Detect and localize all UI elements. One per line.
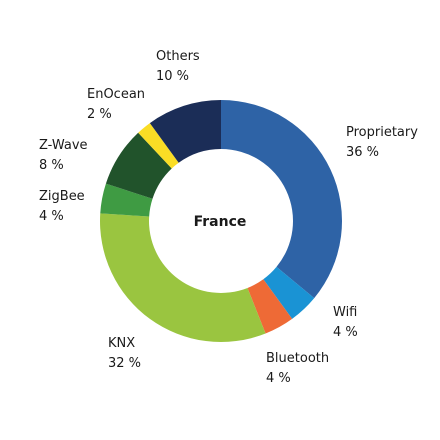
slice-value-enocean: 2 % bbox=[87, 107, 112, 122]
slice-value-wifi: 4 % bbox=[333, 325, 358, 340]
slice-label-others: Others bbox=[156, 49, 200, 64]
slice-label-zigbee: ZigBee bbox=[39, 189, 85, 204]
slices-group bbox=[100, 100, 342, 342]
slice-zigbee bbox=[100, 183, 153, 217]
slice-proprietary bbox=[221, 100, 342, 299]
slice-value-proprietary: 36 % bbox=[346, 145, 379, 160]
slice-label-bluetooth: Bluetooth bbox=[266, 351, 329, 366]
labels-group: Proprietary 36 % Wifi 4 % Bluetooth 4 % KNX 32 … bbox=[39, 49, 418, 386]
slice-label-wifi: Wifi bbox=[333, 305, 357, 320]
slice-label-knx: KNX bbox=[108, 336, 135, 351]
slice-value-knx: 32 % bbox=[108, 356, 141, 371]
slice-value-z-wave: 8 % bbox=[39, 158, 64, 173]
slice-wifi bbox=[263, 266, 315, 319]
slice-bluetooth bbox=[247, 279, 293, 334]
slice-enocean bbox=[138, 123, 179, 169]
slice-label-enocean: EnOcean bbox=[87, 87, 145, 102]
slice-label-z-wave: Z-Wave bbox=[39, 138, 88, 153]
slice-value-bluetooth: 4 % bbox=[266, 371, 291, 386]
slice-value-others: 10 % bbox=[156, 69, 189, 84]
slice-value-zigbee: 4 % bbox=[39, 209, 64, 224]
slice-z-wave bbox=[105, 132, 172, 199]
slice-others bbox=[149, 100, 221, 163]
slice-knx bbox=[100, 213, 266, 342]
chart-title: France bbox=[194, 214, 247, 230]
slice-label-proprietary: Proprietary bbox=[346, 125, 418, 140]
